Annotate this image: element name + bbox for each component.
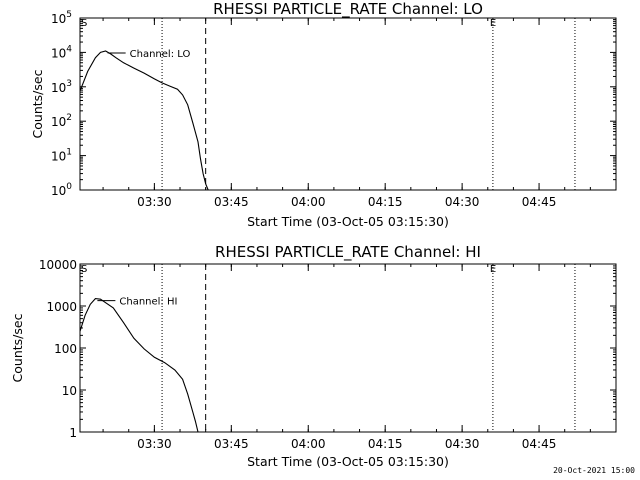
- y-tick-label: 1: [69, 426, 77, 440]
- y-tick-label: 103: [51, 79, 72, 95]
- x-tick-label: 03:45: [214, 195, 249, 209]
- x-tick-label: 03:45: [214, 437, 249, 451]
- plot-frame: [79, 263, 617, 433]
- y-tick-label: 101: [51, 148, 72, 164]
- chart-title: RHESSI PARTICLE_RATE Channel: LO: [213, 0, 483, 19]
- plot-frame: [79, 17, 617, 191]
- x-tick-label: 04:00: [291, 195, 326, 209]
- y-tick-label: 102: [51, 113, 72, 129]
- marker-label-E: E: [490, 264, 496, 275]
- x-tick-label: 03:30: [137, 195, 172, 209]
- x-axis-label: Start Time (03-Oct-05 03:15:30): [247, 214, 449, 229]
- chart-panel-1: RHESSI PARTICLE_RATE Channel: HI 1 10 100 10…: [10, 243, 617, 469]
- y-tick-label: 10: [62, 384, 77, 398]
- x-tick-label: 04:15: [368, 195, 403, 209]
- y-tick-label: 10000: [39, 258, 77, 272]
- series-line: [79, 298, 199, 433]
- x-tick-label: 04:30: [445, 437, 480, 451]
- y-axis-label: Counts/sec: [10, 313, 25, 382]
- y-tick-label: 104: [51, 44, 72, 60]
- marker-label-S: S: [81, 264, 87, 275]
- x-tick-label: 04:30: [445, 195, 480, 209]
- y-tick-label: 105: [51, 10, 72, 26]
- footer-timestamp: 20-Oct-2021 15:00: [553, 466, 635, 475]
- x-tick-label: 04:45: [522, 195, 557, 209]
- x-tick-label: 04:00: [291, 437, 326, 451]
- marker-label-E: E: [490, 18, 496, 29]
- chart-title: RHESSI PARTICLE_RATE Channel: HI: [215, 243, 481, 262]
- y-tick-label: 100: [51, 182, 72, 198]
- y-tick-label: 1000: [46, 300, 77, 314]
- y-tick-label: 100: [54, 342, 77, 356]
- series-line: [79, 50, 209, 191]
- chart-panel-0: RHESSI PARTICLE_RATE Channel: LO 100 101 10…: [30, 0, 617, 229]
- series-label: Channel: LO: [130, 49, 191, 60]
- marker-label-S: S: [81, 18, 87, 29]
- x-tick-label: 03:30: [137, 437, 172, 451]
- y-axis-label: Counts/sec: [30, 69, 45, 138]
- x-tick-label: 04:15: [368, 437, 403, 451]
- x-tick-label: 04:45: [522, 437, 557, 451]
- x-axis-label: Start Time (03-Oct-05 03:15:30): [247, 454, 449, 469]
- series-label: Channel: HI: [119, 297, 177, 308]
